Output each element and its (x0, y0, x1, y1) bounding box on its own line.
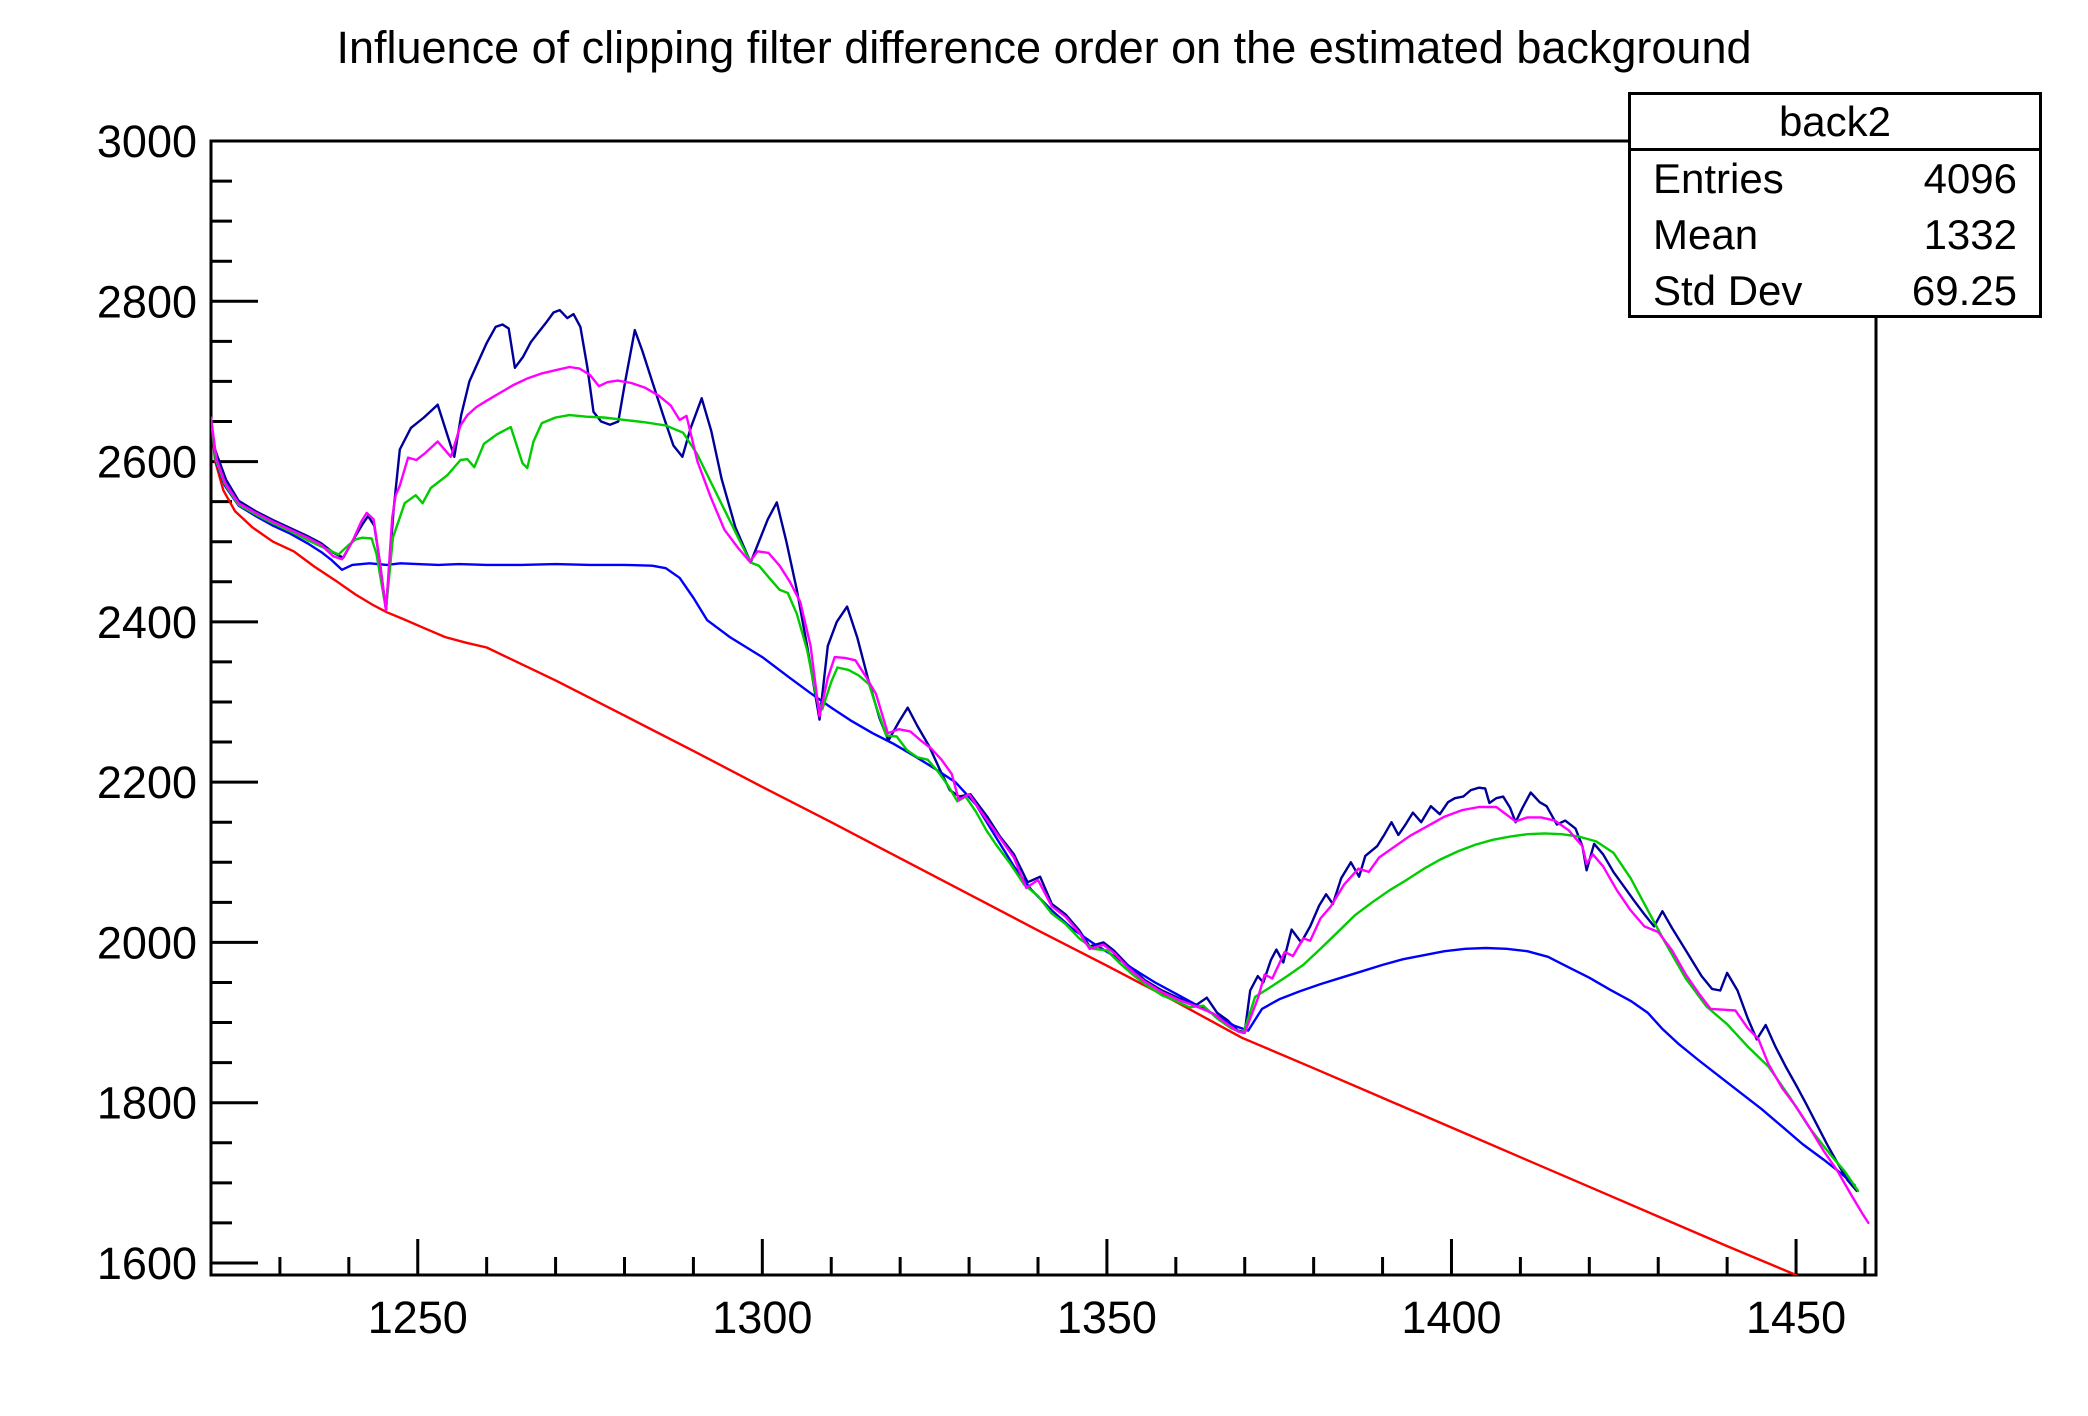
stats-label-mean: Mean (1653, 211, 1759, 258)
x-axis-tick-label: 1250 (368, 1292, 468, 1343)
y-axis-tick-label: 2600 (97, 437, 197, 488)
series-green-order6-line (211, 413, 1860, 1193)
x-axis-tick-label: 1400 (1401, 1292, 1501, 1343)
series-navy-spectrum-line (211, 308, 1858, 1193)
y-axis-tick-label: 1800 (97, 1078, 197, 1129)
y-axis-tick-label: 1600 (97, 1238, 197, 1289)
stats-label-entries: Entries (1653, 155, 1784, 202)
stats-box-header: back2 (1631, 95, 2039, 151)
x-axis-tick-label: 1350 (1057, 1292, 1157, 1343)
stats-value-mean: 1332 (1923, 211, 2017, 258)
y-axis-tick-label: 2200 (97, 757, 197, 808)
series-magenta-order8-line (211, 365, 1870, 1225)
stats-value-stddev: 69.25 (1911, 267, 2017, 314)
stats-label-stddev: Std Dev (1653, 267, 1803, 314)
chart-title: Influence of clipping filter difference … (336, 22, 1752, 73)
x-axis-tick-label: 1450 (1746, 1292, 1846, 1343)
y-axis-tick-label: 2000 (97, 917, 197, 968)
y-axis-tick-label: 2400 (97, 597, 197, 648)
plot-frame (209, 139, 1878, 1277)
series-blue-order4-line (211, 418, 1856, 1187)
series-red-order2-line (211, 416, 1798, 1275)
y-axis-tick-label: 2800 (97, 276, 197, 327)
x-axis-tick-label: 1300 (712, 1292, 812, 1343)
stats-box: back2 Entries 4096 Mean 1332 Std Dev 69.… (1628, 92, 2042, 318)
stats-row-entries: Entries 4096 (1631, 151, 2039, 207)
stats-row-mean: Mean 1332 (1631, 207, 2039, 263)
stats-box-title: back2 (1778, 97, 1892, 145)
stats-value-entries: 4096 (1923, 155, 2017, 202)
y-axis-tick-label: 3000 (97, 116, 197, 167)
stats-row-stddev: Std Dev 69.25 (1631, 263, 2039, 319)
